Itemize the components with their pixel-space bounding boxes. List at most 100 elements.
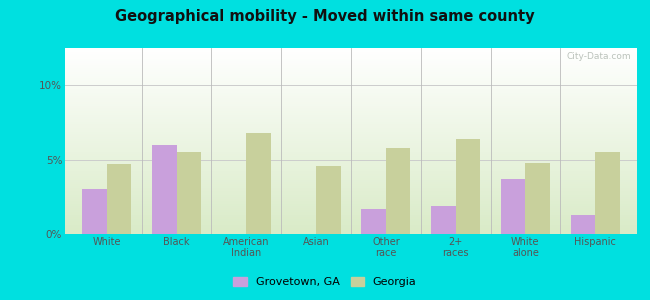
Bar <box>65 165 637 167</box>
Bar <box>65 96 637 98</box>
Bar <box>65 228 637 230</box>
Bar <box>65 186 637 188</box>
Bar <box>83 189 107 234</box>
Bar <box>65 152 637 154</box>
Bar <box>65 214 637 215</box>
Bar <box>65 163 637 165</box>
Bar <box>525 163 550 234</box>
Bar <box>65 188 637 189</box>
Bar <box>65 139 637 141</box>
Bar <box>65 72 637 74</box>
Bar <box>65 193 637 195</box>
Bar <box>65 217 637 219</box>
Bar <box>65 98 637 100</box>
Bar <box>65 143 637 145</box>
Bar <box>65 232 637 234</box>
Bar <box>65 70 637 72</box>
Bar <box>65 104 637 106</box>
Bar <box>431 206 456 234</box>
Bar <box>65 208 637 210</box>
Bar <box>65 221 637 223</box>
Bar <box>65 91 637 93</box>
Bar <box>65 134 637 135</box>
Bar <box>107 164 131 234</box>
Bar <box>65 94 637 96</box>
Bar <box>65 178 637 180</box>
Bar <box>65 223 637 225</box>
Bar <box>65 200 637 202</box>
Bar <box>456 139 480 234</box>
Bar <box>65 48 637 50</box>
Bar <box>65 59 637 61</box>
Bar <box>246 133 271 234</box>
Bar <box>65 160 637 161</box>
Bar <box>65 230 637 232</box>
Bar <box>65 87 637 89</box>
Bar <box>65 215 637 217</box>
Bar <box>65 83 637 85</box>
Bar <box>65 197 637 199</box>
Bar <box>65 189 637 191</box>
Bar <box>65 145 637 147</box>
Bar <box>65 56 637 57</box>
Bar <box>65 148 637 150</box>
Bar <box>65 85 637 87</box>
Bar <box>65 80 637 82</box>
Bar <box>65 204 637 206</box>
Bar <box>65 191 637 193</box>
Bar <box>65 154 637 156</box>
Bar <box>65 141 637 143</box>
Bar <box>65 161 637 163</box>
Bar <box>65 184 637 186</box>
Bar <box>65 128 637 130</box>
Bar <box>65 100 637 102</box>
Bar <box>177 152 201 234</box>
Bar <box>65 182 637 184</box>
Bar <box>65 89 637 91</box>
Bar <box>65 137 637 139</box>
Bar <box>386 148 410 234</box>
Bar <box>65 202 637 204</box>
Bar <box>65 167 637 169</box>
Bar <box>65 121 637 122</box>
Bar <box>65 113 637 115</box>
Bar <box>65 147 637 148</box>
Bar <box>65 110 637 111</box>
Bar <box>65 206 637 208</box>
Bar <box>65 212 637 214</box>
Bar <box>65 111 637 113</box>
Bar <box>65 175 637 176</box>
Bar <box>65 102 637 104</box>
Bar <box>152 145 177 234</box>
Bar <box>65 195 637 197</box>
Bar <box>316 166 341 234</box>
Bar <box>65 176 637 178</box>
Bar <box>65 57 637 59</box>
Bar <box>65 132 637 134</box>
Bar <box>65 76 637 78</box>
Bar <box>65 130 637 132</box>
Text: Geographical mobility - Moved within same county: Geographical mobility - Moved within sam… <box>115 9 535 24</box>
Bar <box>65 199 637 200</box>
Bar <box>65 67 637 68</box>
Bar <box>65 74 637 76</box>
Bar <box>65 156 637 158</box>
Bar <box>65 61 637 63</box>
Bar <box>65 50 637 52</box>
Bar <box>65 65 637 67</box>
Bar <box>65 226 637 228</box>
Bar <box>65 171 637 172</box>
Bar <box>65 93 637 94</box>
Bar <box>65 106 637 107</box>
Bar <box>65 158 637 160</box>
Bar <box>65 172 637 175</box>
Bar <box>65 150 637 152</box>
Bar <box>65 122 637 124</box>
Bar <box>65 119 637 121</box>
Bar <box>65 210 637 212</box>
Legend: Grovetown, GA, Georgia: Grovetown, GA, Georgia <box>229 272 421 291</box>
Bar <box>65 107 637 110</box>
Text: City-Data.com: City-Data.com <box>567 52 631 61</box>
Bar <box>65 219 637 221</box>
Bar <box>65 126 637 128</box>
